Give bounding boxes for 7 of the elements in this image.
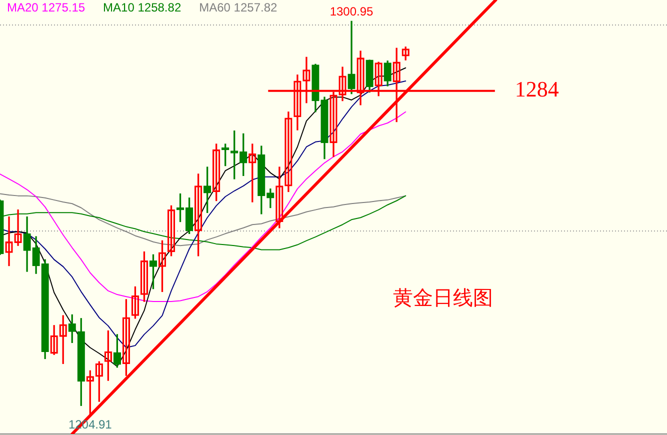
ref-line-label: 1284 [514, 76, 559, 102]
text: 黄金日线图 [392, 288, 493, 310]
text: MA10 1258.82 [103, 0, 182, 14]
text: MA20 1275.15 [7, 0, 86, 14]
text: MA60 1257.82 [199, 0, 278, 14]
candlestick [348, 20, 356, 94]
annotation: 1300.95 [330, 4, 374, 18]
